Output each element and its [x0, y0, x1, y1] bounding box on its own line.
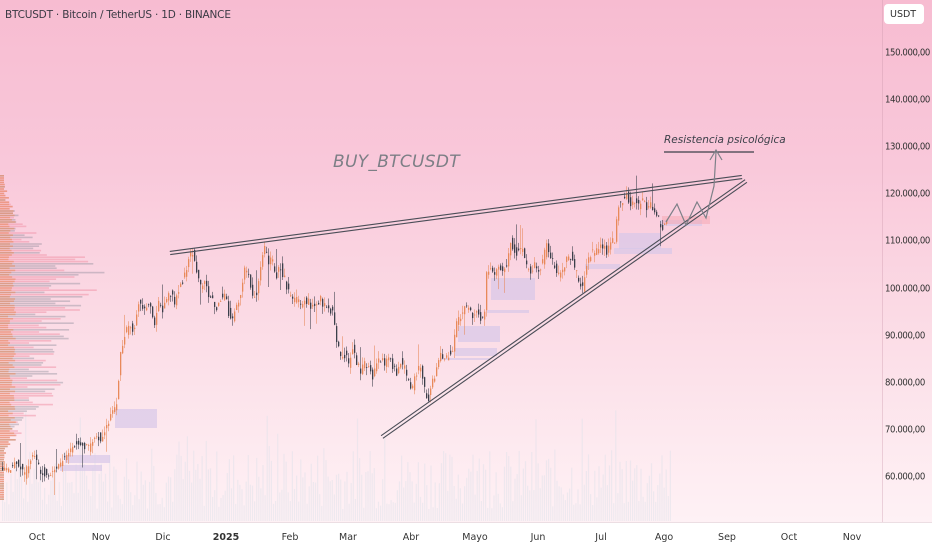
time-label: Nov — [91, 532, 111, 543]
price-label: 150.000,00 — [885, 47, 930, 59]
fvg-box — [455, 348, 497, 356]
symbol-title[interactable]: BTCUSDT · Bitcoin / TetherUS · 1D · BINA… — [5, 9, 231, 21]
upper-trendline[interactable] — [169, 174, 743, 256]
projection-zigzag — [665, 151, 717, 227]
currency-button[interactable]: USDT — [884, 4, 924, 24]
drawings — [169, 148, 754, 439]
time-label: Ago — [654, 532, 674, 543]
fvg-box — [491, 278, 535, 300]
time-label: Nov — [842, 532, 862, 543]
time-label: Feb — [281, 532, 299, 543]
price-label: 60.000,00 — [885, 471, 925, 483]
buy-annotation-label[interactable]: BUY_BTCUSDT — [333, 152, 460, 172]
volume-profile — [0, 175, 105, 500]
fvg-box — [440, 358, 490, 360]
price-label: 110.000,00 — [885, 235, 930, 247]
fvg-box — [487, 310, 529, 313]
arrow-up-icon — [709, 148, 723, 161]
price-label: 140.000,00 — [885, 94, 930, 106]
time-label: Oct — [780, 532, 798, 543]
price-label: 80.000,00 — [885, 377, 925, 389]
time-label: Mayo — [462, 532, 488, 543]
time-label: Jul — [595, 532, 607, 543]
resistance-annotation-label[interactable]: Resistencia psicológica — [664, 134, 786, 146]
fvg-box — [458, 326, 500, 342]
fvg-box — [585, 264, 620, 269]
fvg-box — [65, 455, 110, 463]
price-axis[interactable] — [882, 0, 932, 550]
price-label: 70.000,00 — [885, 424, 925, 436]
time-label: Mar — [339, 532, 357, 543]
price-label: 90.000,00 — [885, 330, 925, 342]
price-label: 100.000,00 — [885, 283, 930, 294]
time-axis[interactable] — [0, 522, 932, 551]
time-label: Jun — [530, 532, 546, 543]
time-label: 2025 — [212, 532, 240, 543]
price-label: 120.000,00 — [885, 188, 930, 200]
fvg-box — [115, 409, 157, 428]
price-chart-canvas[interactable] — [0, 0, 882, 522]
time-label: Dic — [155, 532, 171, 543]
candlesticks — [2, 175, 668, 495]
fvg-box — [60, 465, 102, 471]
time-label: Oct — [28, 532, 46, 543]
time-label: Abr — [402, 532, 420, 543]
time-label: Sep — [718, 532, 736, 543]
volume-bars — [2, 410, 671, 521]
price-label: 130.000,00 — [885, 141, 930, 153]
fvg-box — [619, 233, 661, 249]
